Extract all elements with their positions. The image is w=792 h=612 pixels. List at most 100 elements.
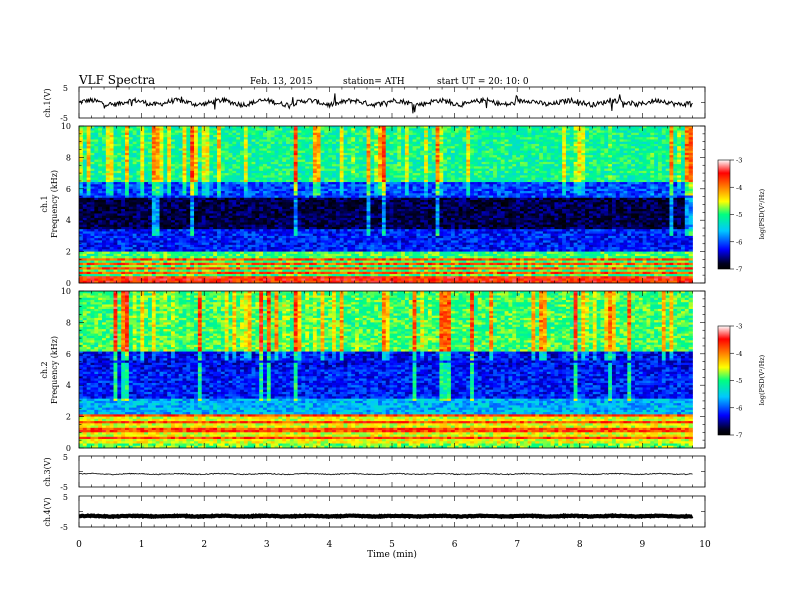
spectrogram-cell <box>569 161 575 165</box>
spectrogram-cell <box>554 148 559 152</box>
spectrogram-cell <box>155 193 160 196</box>
spectrogram-cell <box>592 193 598 196</box>
spectrogram-cell <box>646 159 651 163</box>
spectrogram-cell <box>205 141 210 145</box>
spectrogram-cell <box>132 184 137 187</box>
spectrogram-cell <box>527 128 532 131</box>
spectrogram-cell <box>631 132 636 136</box>
spectrogram-cell <box>197 137 203 140</box>
spectrogram-cell <box>182 126 187 129</box>
spectrogram-cell <box>109 128 114 131</box>
spectrogram-cell <box>611 148 617 152</box>
spectrogram-cell <box>401 139 406 143</box>
spectrogram-cell <box>673 141 678 145</box>
spectrogram-cell <box>535 161 540 165</box>
spectrogram-cell <box>496 143 502 147</box>
spectrogram-cell <box>608 157 613 161</box>
spectrogram-cell <box>182 173 187 176</box>
spectrogram-cell <box>339 177 344 181</box>
spectrogram-cell <box>278 177 283 181</box>
spectrogram-cell <box>240 148 245 152</box>
spectrogram-cell <box>339 139 344 143</box>
spectrogram-cell <box>385 139 390 143</box>
spectrogram-cell <box>454 170 459 174</box>
spectrogram-cell <box>220 155 226 158</box>
spectrogram-cell <box>335 173 341 176</box>
spectrogram-cell <box>370 157 375 161</box>
spectrogram-cell <box>546 141 552 145</box>
spectrogram-cell <box>320 143 325 147</box>
spectrogram-cell <box>213 164 218 167</box>
spectrogram-cell <box>608 139 613 143</box>
spectrogram-cell <box>401 128 406 131</box>
spectrogram-cell <box>113 168 118 172</box>
spectrogram-cell <box>512 157 517 161</box>
spectrogram-cell <box>251 175 256 178</box>
spectrogram-cell <box>324 141 329 145</box>
spectrogram-cell <box>381 126 387 129</box>
spectrogram-cell <box>458 157 463 161</box>
spectrogram-cell <box>347 184 352 187</box>
spectrogram-cell <box>619 184 624 187</box>
spectrogram-cell <box>263 161 268 165</box>
spectrogram-cell <box>293 188 298 192</box>
spectrogram-cell <box>588 170 594 174</box>
spectrogram-cell <box>186 139 191 143</box>
spectrogram-cell <box>151 134 157 138</box>
spectrogram-cell <box>293 182 298 185</box>
spectrogram-cell <box>263 166 268 170</box>
spectrogram-cell <box>251 173 256 176</box>
spectrogram-cell <box>493 182 498 185</box>
spectrogram-cell <box>309 137 314 140</box>
spectrogram-cell <box>151 179 157 183</box>
spectrogram-cell <box>159 177 164 181</box>
spectrogram-cell <box>485 155 490 158</box>
spectrogram-cell <box>654 134 659 138</box>
spectrogram-cell <box>439 137 444 140</box>
spectrogram-cell <box>220 188 226 192</box>
spectrogram-cell <box>389 184 394 187</box>
spectrogram-cell <box>121 130 126 134</box>
spectrogram-cell <box>324 173 329 176</box>
spectrogram-cell <box>500 139 505 143</box>
spectrogram-cell <box>508 137 513 140</box>
spectrogram-cell <box>274 177 279 181</box>
spectrogram-cell <box>362 179 367 183</box>
spectrogram-cell <box>669 139 674 143</box>
spectrogram-cell <box>178 184 183 187</box>
spectrogram-cell <box>358 143 364 147</box>
spectrogram-cell <box>347 155 352 158</box>
spectrogram-cell <box>144 195 149 199</box>
spectrogram-cell <box>631 184 636 187</box>
spectrogram-cell <box>251 164 256 167</box>
spectrogram-cell <box>347 159 352 163</box>
spectrogram-cell <box>163 143 168 147</box>
spectrogram-cell <box>420 182 425 185</box>
spectrogram-cell <box>332 157 337 161</box>
spectrogram-cell <box>462 161 467 165</box>
spectrogram-cell <box>151 186 157 190</box>
spectrogram-cell <box>470 141 475 145</box>
spectrogram-cell <box>82 128 88 131</box>
spectrogram-cell <box>439 134 444 138</box>
spectrogram-cell <box>109 182 114 185</box>
spectrogram-cell <box>182 193 187 196</box>
spectrogram-cell <box>462 128 467 131</box>
spectrogram-cell <box>485 191 490 194</box>
spectrogram-cell <box>485 186 490 190</box>
spectrogram-cell <box>358 179 364 183</box>
spectrogram-cell <box>447 134 452 138</box>
spectrogram-cell <box>654 143 659 147</box>
spectrogram-cell <box>228 175 233 178</box>
spectrogram-cell <box>94 164 99 167</box>
spectrogram-cell <box>381 132 387 136</box>
spectrogram-cell <box>542 128 548 131</box>
spectrogram-cell <box>148 179 153 183</box>
spectrogram-cell <box>535 137 540 140</box>
spectrogram-cell <box>424 175 429 178</box>
spectrogram-cell <box>240 175 245 178</box>
spectrogram-cell <box>194 130 199 134</box>
spectrogram-cell <box>493 173 498 176</box>
spectrogram-cell <box>489 152 494 156</box>
spectrogram-cell <box>665 166 670 170</box>
